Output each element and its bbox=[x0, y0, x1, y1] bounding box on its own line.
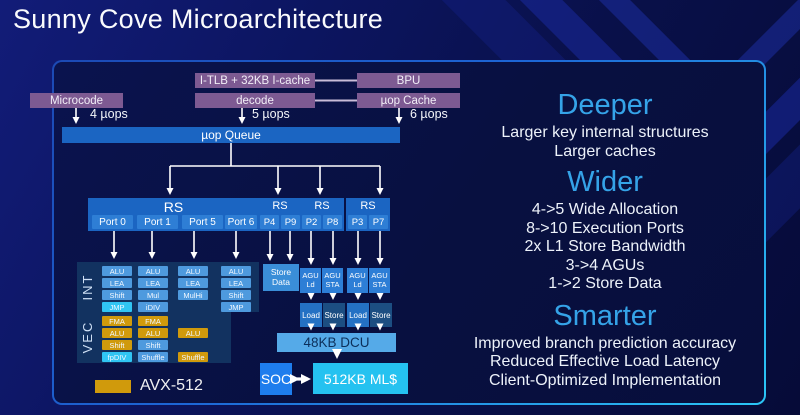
vec-port1-units: FMA ALU Shift Shuffle bbox=[138, 316, 168, 362]
exec-unit: Shuffle bbox=[138, 352, 168, 362]
highlight-item: Reduced Effective Load Latency bbox=[489, 353, 721, 370]
highlight-item: 3->4 AGUs bbox=[565, 256, 645, 274]
page-title: Sunny Cove Microarchitecture bbox=[13, 4, 384, 34]
highlight-item: 8->10 Execution Ports bbox=[526, 219, 684, 237]
highlight-item: 4->5 Wide Allocation bbox=[531, 201, 679, 218]
highlight-item: Improved branch prediction accuracy bbox=[473, 334, 737, 352]
exec-unit: ALU bbox=[178, 266, 208, 276]
agu-box: AGU STA bbox=[369, 268, 390, 293]
store-box: Store bbox=[323, 303, 345, 327]
exec-unit: ALU bbox=[138, 266, 168, 276]
uop-cache-box: µop Cache bbox=[357, 93, 460, 108]
bpu-box: BPU bbox=[357, 73, 460, 88]
port-chip: P7 bbox=[369, 215, 388, 229]
exec-unit: ALU bbox=[178, 328, 208, 338]
exec-unit: LEA bbox=[221, 278, 251, 288]
icache-box: I-TLB + 32KB I-cache bbox=[195, 73, 315, 88]
exec-unit: Shuffle bbox=[178, 352, 208, 362]
microcode-uops-label: 4 µops bbox=[90, 107, 128, 121]
exec-unit: Shift bbox=[102, 340, 132, 350]
int-port1-units: ALU LEA Mul iDIV bbox=[138, 266, 168, 312]
deeper-heading: Deeper bbox=[557, 89, 653, 121]
decode-box: decode bbox=[195, 93, 315, 108]
load-box: Load bbox=[347, 303, 369, 327]
int-port5-units: ALU LEA MulHi bbox=[178, 266, 208, 300]
dcu-box: 48KB DCU bbox=[277, 333, 396, 352]
port-chip: Port 5 bbox=[182, 215, 223, 229]
exec-unit: FMA bbox=[138, 316, 168, 326]
exec-unit: LEA bbox=[178, 278, 208, 288]
exec-unit: LEA bbox=[102, 278, 132, 288]
port-chip: Port 1 bbox=[137, 215, 178, 229]
exec-unit: ALU bbox=[221, 266, 251, 276]
int-port0-units: ALU LEA Shift JMP bbox=[102, 266, 132, 312]
exec-unit: JMP bbox=[221, 302, 251, 312]
exec-unit: FMA bbox=[102, 316, 132, 326]
exec-unit: ALU bbox=[102, 266, 132, 276]
port-chip: P4 bbox=[260, 215, 279, 229]
highlights-panel: Deeper Larger key internal structures La… bbox=[448, 86, 762, 390]
decode-uops-label: 5 µops bbox=[252, 107, 290, 121]
microcode-box: Microcode bbox=[30, 93, 123, 108]
agu-box: AGU STA bbox=[322, 268, 343, 293]
vec-port0-units: FMA ALU Shift fpDIV bbox=[102, 316, 132, 362]
port-chip: Port 0 bbox=[92, 215, 133, 229]
uop-queue-box: µop Queue bbox=[62, 127, 400, 143]
rs-group-label: RS bbox=[272, 200, 288, 212]
int-port6-units: ALU LEA Shift JMP bbox=[221, 266, 251, 312]
wider-heading: Wider bbox=[567, 166, 643, 198]
exec-unit: Shift bbox=[102, 290, 132, 300]
port-chip: P3 bbox=[348, 215, 367, 229]
port-chip: P2 bbox=[302, 215, 321, 229]
highlight-item: 1->2 Store Data bbox=[548, 275, 662, 292]
exec-unit: iDIV bbox=[138, 302, 168, 312]
exec-unit: Shift bbox=[138, 340, 168, 350]
rs-group-label: RS bbox=[360, 200, 376, 212]
highlight-item: 2x L1 Store Bandwidth bbox=[524, 238, 686, 255]
exec-unit: JMP bbox=[102, 302, 132, 312]
highlight-item: Client-Optimized Implementation bbox=[488, 371, 722, 389]
agu-box: AGU Ld bbox=[347, 268, 368, 293]
port-chip: P9 bbox=[281, 215, 300, 229]
port-chip: Port 6 bbox=[225, 215, 257, 229]
highlight-item: Larger caches bbox=[554, 142, 656, 160]
store-data-box: Store Data bbox=[263, 264, 299, 291]
vec-port5-units: ALU Shuffle bbox=[178, 316, 208, 362]
rs-group-label: RS bbox=[314, 200, 330, 212]
mlc-box: 512KB ML$ bbox=[313, 363, 408, 394]
exec-unit: ALU bbox=[138, 328, 168, 338]
store-box: Store bbox=[370, 303, 392, 327]
exec-unit: LEA bbox=[138, 278, 168, 288]
smarter-heading: Smarter bbox=[553, 299, 657, 332]
exec-unit: Mul bbox=[138, 290, 168, 300]
exec-unit: ALU bbox=[102, 328, 132, 338]
load-box: Load bbox=[300, 303, 322, 327]
agu-box: AGU Ld bbox=[300, 268, 321, 293]
rs-main-label: RS bbox=[163, 198, 184, 215]
exec-unit: Shift bbox=[221, 290, 251, 300]
diagram-panel bbox=[52, 60, 766, 405]
highlight-item: Larger key internal structures bbox=[501, 124, 709, 141]
exec-unit: fpDIV bbox=[102, 352, 132, 362]
avx512-swatch bbox=[95, 380, 131, 393]
avx512-label: AVX-512 bbox=[140, 377, 203, 394]
exec-unit: MulHi bbox=[178, 290, 208, 300]
soc-box: SOC bbox=[260, 363, 292, 395]
port-chip: P8 bbox=[323, 215, 342, 229]
uop-cache-uops-label: 6 µops bbox=[410, 107, 448, 121]
